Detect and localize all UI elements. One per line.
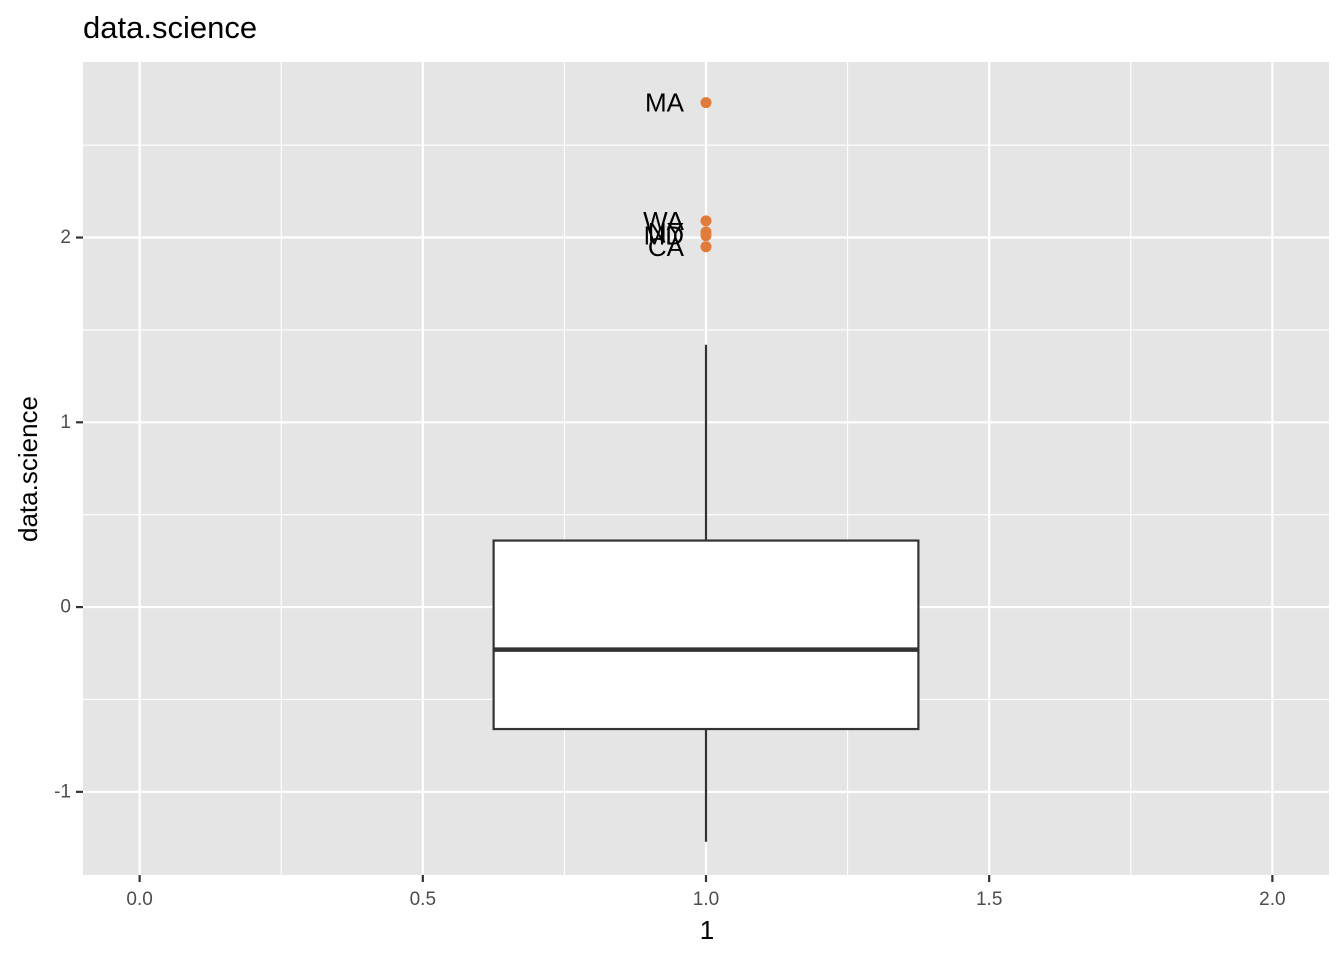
outlier-point: [700, 215, 712, 227]
x-tick-label: 2.0: [1259, 889, 1285, 910]
outlier-point: [700, 97, 712, 109]
y-axis-title: data.science: [13, 396, 43, 542]
y-tick-label: 2: [60, 227, 71, 248]
chart-title: data.science: [83, 10, 257, 45]
y-tick-label: 1: [60, 412, 71, 433]
x-tick-label: 0.0: [126, 889, 152, 910]
outlier-label: WA: [643, 206, 685, 236]
outlier-point: [700, 241, 712, 253]
x-axis: 0.0 0.5 1.0 1.5 2.0: [126, 875, 1286, 910]
outlier-point: [700, 230, 712, 242]
outlier-label: MA: [645, 88, 685, 118]
outlier-label: NY: [648, 217, 684, 247]
x-tick-label: 1.5: [976, 889, 1002, 910]
box-layer: [492, 344, 920, 842]
y-tick-label: -1: [54, 781, 71, 802]
y-tick-label: 0: [60, 597, 71, 618]
x-tick-label: 0.5: [410, 889, 436, 910]
outlier-label: MD: [644, 221, 684, 251]
interquartile-box: [492, 539, 920, 731]
x-axis-title: 1: [700, 915, 714, 945]
x-tick-label: 1.0: [693, 889, 719, 910]
y-axis: -1 0 1 2: [54, 227, 83, 802]
outlier-label: CA: [648, 232, 685, 262]
